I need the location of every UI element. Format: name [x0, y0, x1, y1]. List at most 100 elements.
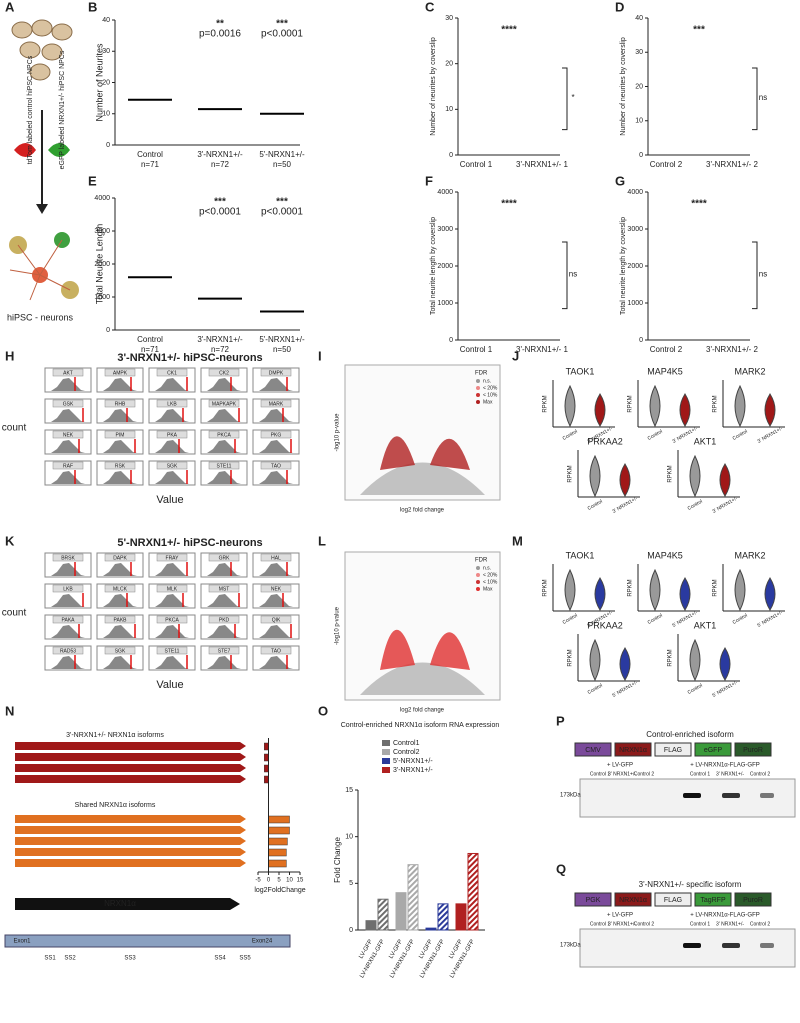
construct-label: eGFP: [704, 747, 723, 754]
gene-title: AKT1: [694, 620, 717, 630]
band: [683, 793, 701, 798]
hist-title-box: [52, 461, 84, 470]
volcano-left: [380, 436, 415, 470]
histogram-shape: [259, 409, 293, 422]
fold-bar: [264, 775, 269, 784]
significance: ****: [501, 25, 517, 36]
n-label: n=72: [211, 345, 230, 354]
y-axis-label: Number of Neurites: [94, 43, 104, 122]
band: [722, 943, 740, 948]
panel-label: J: [512, 348, 519, 363]
histogram-shape: [103, 625, 137, 638]
kinase-label: QIK: [272, 617, 281, 623]
construct-label: PGK: [586, 897, 601, 904]
chart-title: Control-enriched NRXN1α isoform RNA expr…: [341, 722, 500, 729]
violin: [734, 384, 746, 428]
lane-label: 3' NRXN1+/-: [716, 921, 744, 927]
n-label: n=71: [141, 345, 160, 354]
hist-title-box: [104, 368, 136, 377]
legend-label: Max: [483, 399, 493, 405]
kinase-label: DAPK: [113, 555, 127, 561]
violin: [649, 384, 661, 428]
panel-title: 5'-NRXN1+/- hiPSC-neurons: [117, 537, 262, 549]
y-tick-label: 15: [345, 787, 353, 794]
hist-title-box: [156, 399, 188, 408]
isoform-arrow: [15, 764, 246, 772]
y-tick-label: 2000: [627, 263, 643, 270]
y-axis-label: count: [2, 423, 27, 434]
histogram-shape: [155, 440, 189, 453]
hist-title-box: [104, 584, 136, 593]
kinase-label: MARK: [269, 401, 284, 407]
condition-label: + LV-GFP: [607, 763, 633, 769]
gene-title: AKT1: [694, 436, 717, 446]
gene-title: MAP4K5: [647, 366, 683, 376]
bar: [395, 892, 407, 931]
kinase-label: RSK: [115, 463, 126, 469]
legend-label: < 20%: [483, 385, 498, 391]
lane-label: Control 2: [634, 921, 655, 927]
construct-label: PuroR: [743, 897, 763, 904]
volcano-right: [430, 438, 470, 470]
y-tick-label: 0: [449, 337, 453, 344]
hist-title-box: [208, 461, 240, 470]
violin: [764, 577, 776, 611]
x-tick-label: 3'-NRXN1+/-: [197, 150, 243, 159]
histogram-shape: [51, 563, 85, 576]
panel-label: C: [425, 0, 435, 14]
legend-swatch: [382, 758, 390, 764]
gene-arrow: [15, 898, 240, 910]
y-axis-label: RPKM: [543, 579, 549, 596]
lane-label: Control 2: [750, 771, 771, 777]
x-axis-label: log2FoldChange: [254, 887, 305, 894]
legend-swatch: [382, 767, 390, 773]
hist-title-box: [104, 430, 136, 439]
histogram-shape: [51, 409, 85, 422]
violin: [594, 577, 606, 611]
construct-label: NRXN1α: [619, 747, 647, 754]
kinase-label: PKCA: [165, 617, 179, 623]
kinase-label: GSK: [63, 401, 74, 407]
hist-title-box: [260, 461, 292, 470]
y-axis-label: Fold Change: [333, 837, 342, 883]
histogram-shape: [155, 625, 189, 638]
hist-title-box: [52, 584, 84, 593]
histogram-shape: [103, 594, 137, 607]
bracket: [562, 67, 568, 131]
bar: [425, 927, 437, 931]
fold-bar: [264, 753, 269, 762]
construct-box: [734, 892, 772, 907]
hist-title-box: [208, 399, 240, 408]
bar: [377, 898, 389, 931]
bar: [455, 903, 467, 931]
kinase-label: CK1: [167, 370, 177, 376]
panel-label: H: [5, 348, 14, 363]
y-axis-label: RPKM: [668, 465, 674, 482]
significance: ***: [276, 19, 288, 30]
y-tick-label: 1000: [437, 300, 453, 307]
legend-label: Control2: [393, 749, 420, 756]
hist-title-box: [52, 368, 84, 377]
blot: [579, 928, 796, 968]
violin: [734, 568, 746, 612]
violin: [679, 393, 691, 427]
p-value: p=0.0016: [199, 29, 241, 40]
kinase-label: STE11: [165, 648, 180, 654]
histogram-shape: [207, 440, 241, 453]
legend-label: < 10%: [483, 392, 498, 398]
kinase-label: MLK: [167, 586, 178, 592]
legend-dot: [476, 386, 480, 390]
y-tick-label: 20: [635, 83, 643, 90]
isoform-arrow: [15, 848, 246, 856]
kinase-label: PKD: [219, 617, 230, 623]
x-axis-label: Value: [156, 494, 183, 506]
hist-title-box: [52, 399, 84, 408]
y-tick-label: 0: [449, 152, 453, 159]
kinase-label: NEK: [63, 432, 74, 438]
group-title: Shared NRXN1α isoforms: [75, 802, 156, 809]
x-tick-label: 15: [297, 878, 304, 884]
y-tick-label: 4000: [94, 195, 110, 202]
hist-title-box: [156, 553, 188, 562]
bracket-label: *: [571, 93, 574, 102]
construct-label: TagRFP: [700, 897, 726, 904]
